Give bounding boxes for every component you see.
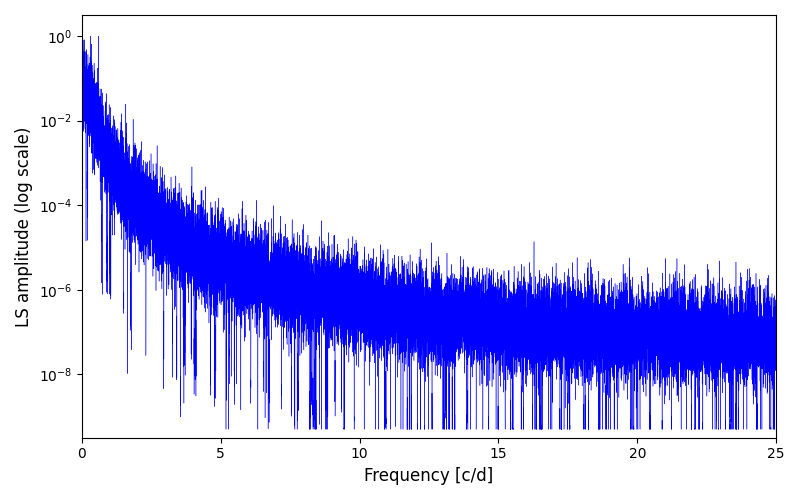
X-axis label: Frequency [c/d]: Frequency [c/d] xyxy=(364,467,494,485)
Y-axis label: LS amplitude (log scale): LS amplitude (log scale) xyxy=(15,126,33,326)
